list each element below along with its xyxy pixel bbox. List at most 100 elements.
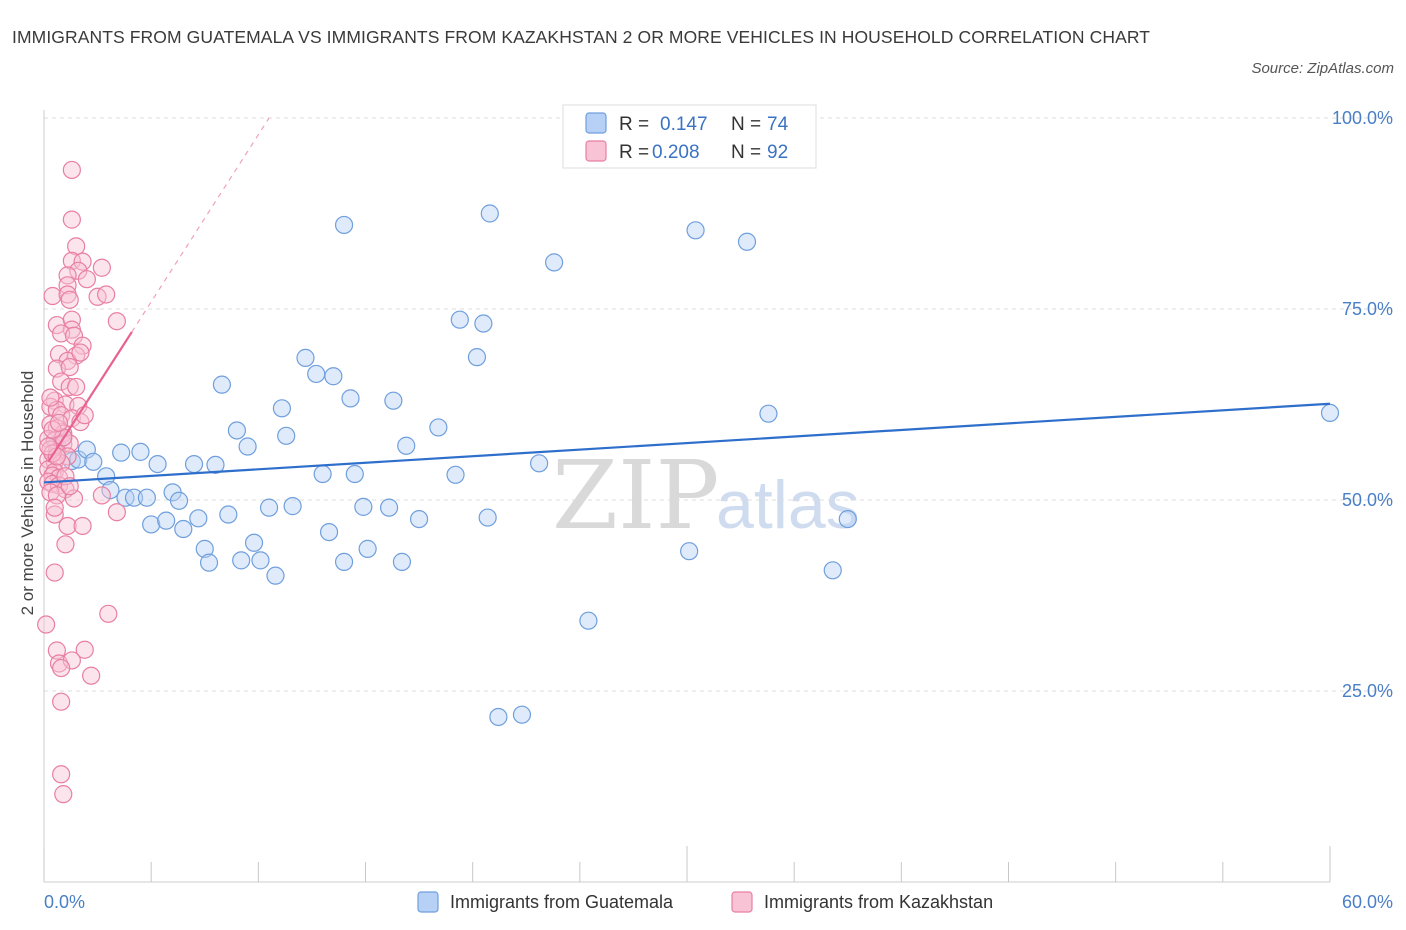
bottom-legend-swatch-kazakhstan [731,891,753,913]
trend-lines [43,117,1331,484]
x-ticks [43,846,1331,882]
guatemala-point-50 [409,509,429,529]
kazakhstan-point-69 [37,615,56,634]
guatemala-point-42 [341,389,360,408]
guatemala-point-11 [131,442,150,461]
kazakhstan-point-71 [75,640,94,659]
gridlines [44,117,1393,692]
guatemala-point-7 [101,480,120,500]
y-tick-label-75: 75.0% [1342,299,1393,319]
guatemala-point-30 [251,551,270,570]
kazakhstan-point-74 [52,658,71,678]
kazakhstan-point-78 [54,785,73,804]
kazakhstan-point-6 [92,258,111,277]
kazakhstan-point-12 [60,290,79,309]
trend-line-kazakhstan [47,331,133,463]
guatemala-point-66 [759,404,778,423]
kazakhstan-point-9 [58,276,77,295]
legend-n-label-kazakhstan: N = [731,142,761,163]
y-tick-label-25: 25.0% [1342,681,1393,701]
guatemala-point-36 [296,348,315,367]
guatemala-point-22 [199,553,219,572]
guatemala-point-38 [313,464,332,484]
legend-n-value-guatemala: 74 [767,114,789,135]
guatemala-point-32 [266,566,285,585]
trend-line-kazakhstan-extrapolated [131,117,270,333]
legend-swatch-kazakhstan [585,140,607,162]
guatemala-point-54 [467,348,487,367]
guatemala-point-52 [446,465,465,484]
guatemala-point-24 [212,375,231,394]
guatemala-point-37 [307,364,326,384]
guatemala-point-34 [277,426,296,445]
x-tick-label-min: 0.0% [44,892,85,912]
x-tick-label-max: 60.0% [1342,892,1393,912]
kazakhstan-point-91 [45,498,64,517]
kazakhstan-point-65 [73,516,92,536]
guatemala-point-41 [334,552,354,571]
guatemala-point-64 [686,221,705,240]
guatemala-point-5 [84,452,103,471]
kazakhstan-point-83 [41,388,60,407]
series-guatemala-points [47,204,1340,727]
guatemala-point-62 [579,611,598,630]
kazakhstan-point-2 [67,237,86,256]
kazakhstan-point-88 [39,437,58,456]
kazakhstan-point-86 [43,420,62,439]
series-kazakhstan-points [37,160,126,804]
kazakhstan-point-26 [60,357,79,377]
kazakhstan-point-7 [58,266,77,285]
guatemala-point-49 [397,436,416,455]
bottom-legend: Immigrants from Guatemala Immigrants fro… [417,891,993,913]
guatemala-point-39 [319,522,339,542]
guatemala-point-70 [334,215,354,235]
guatemala-point-51 [429,418,448,437]
kazakhstan-point-66 [56,535,75,554]
guatemala-point-19 [184,454,204,474]
y-axis-title: 2 or more Vehicles in Household [18,371,37,616]
kazakhstan-point-1 [62,210,81,229]
y-tick-label-50: 50.0% [1342,490,1393,510]
kazakhstan-point-64 [58,516,77,536]
guatemala-point-35 [283,497,302,516]
kazakhstan-point-17 [62,310,81,329]
guatemala-point-44 [354,497,373,516]
guatemala-point-68 [838,509,857,529]
legend-r-value-kazakhstan: 0.208 [652,142,700,163]
kazakhstan-point-10 [43,286,62,306]
bottom-legend-label-kazakhstan: Immigrants from Kazakhstan [764,892,993,912]
guatemala-point-23 [206,455,225,474]
guatemala-point-21 [195,539,214,558]
guatemala-point-43 [345,464,364,484]
guatemala-point-18 [174,519,193,539]
guatemala-point-60 [530,454,549,473]
kazakhstan-point-82 [71,343,90,362]
guatemala-point-57 [480,204,499,223]
guatemala-point-28 [238,437,257,456]
guatemala-point-55 [474,314,493,333]
kazakhstan-point-75 [82,666,101,685]
legend-n-label-guatemala: N = [731,114,761,135]
kazakhstan-point-4 [73,252,92,271]
guatemala-point-20 [189,509,208,528]
guatemala-point-33 [272,399,292,418]
kazakhstan-point-8 [77,270,96,289]
kazakhstan-point-81 [67,377,86,397]
chart-title: IMMIGRANTS FROM GUATEMALA VS IMMIGRANTS … [12,27,1151,47]
y-tick-label-100: 100.0% [1332,108,1393,128]
kazakhstan-point-63 [45,505,64,524]
kazakhstan-point-21 [73,336,92,355]
legend-r-label-kazakhstan: R = [619,142,649,163]
guatemala-point-65 [737,232,757,251]
guatemala-point-12 [137,488,156,507]
guatemala-point-59 [512,705,532,724]
guatemala-point-48 [392,552,412,571]
trend-line-guatemala [43,402,1331,484]
guatemala-point-6 [97,467,116,486]
bottom-legend-label-guatemala: Immigrants from Guatemala [450,892,674,912]
guatemala-point-25 [219,505,238,524]
kazakhstan-point-0 [62,160,81,180]
chart-source: Source: ZipAtlas.com [1251,60,1394,77]
guatemala-point-26 [227,421,246,440]
